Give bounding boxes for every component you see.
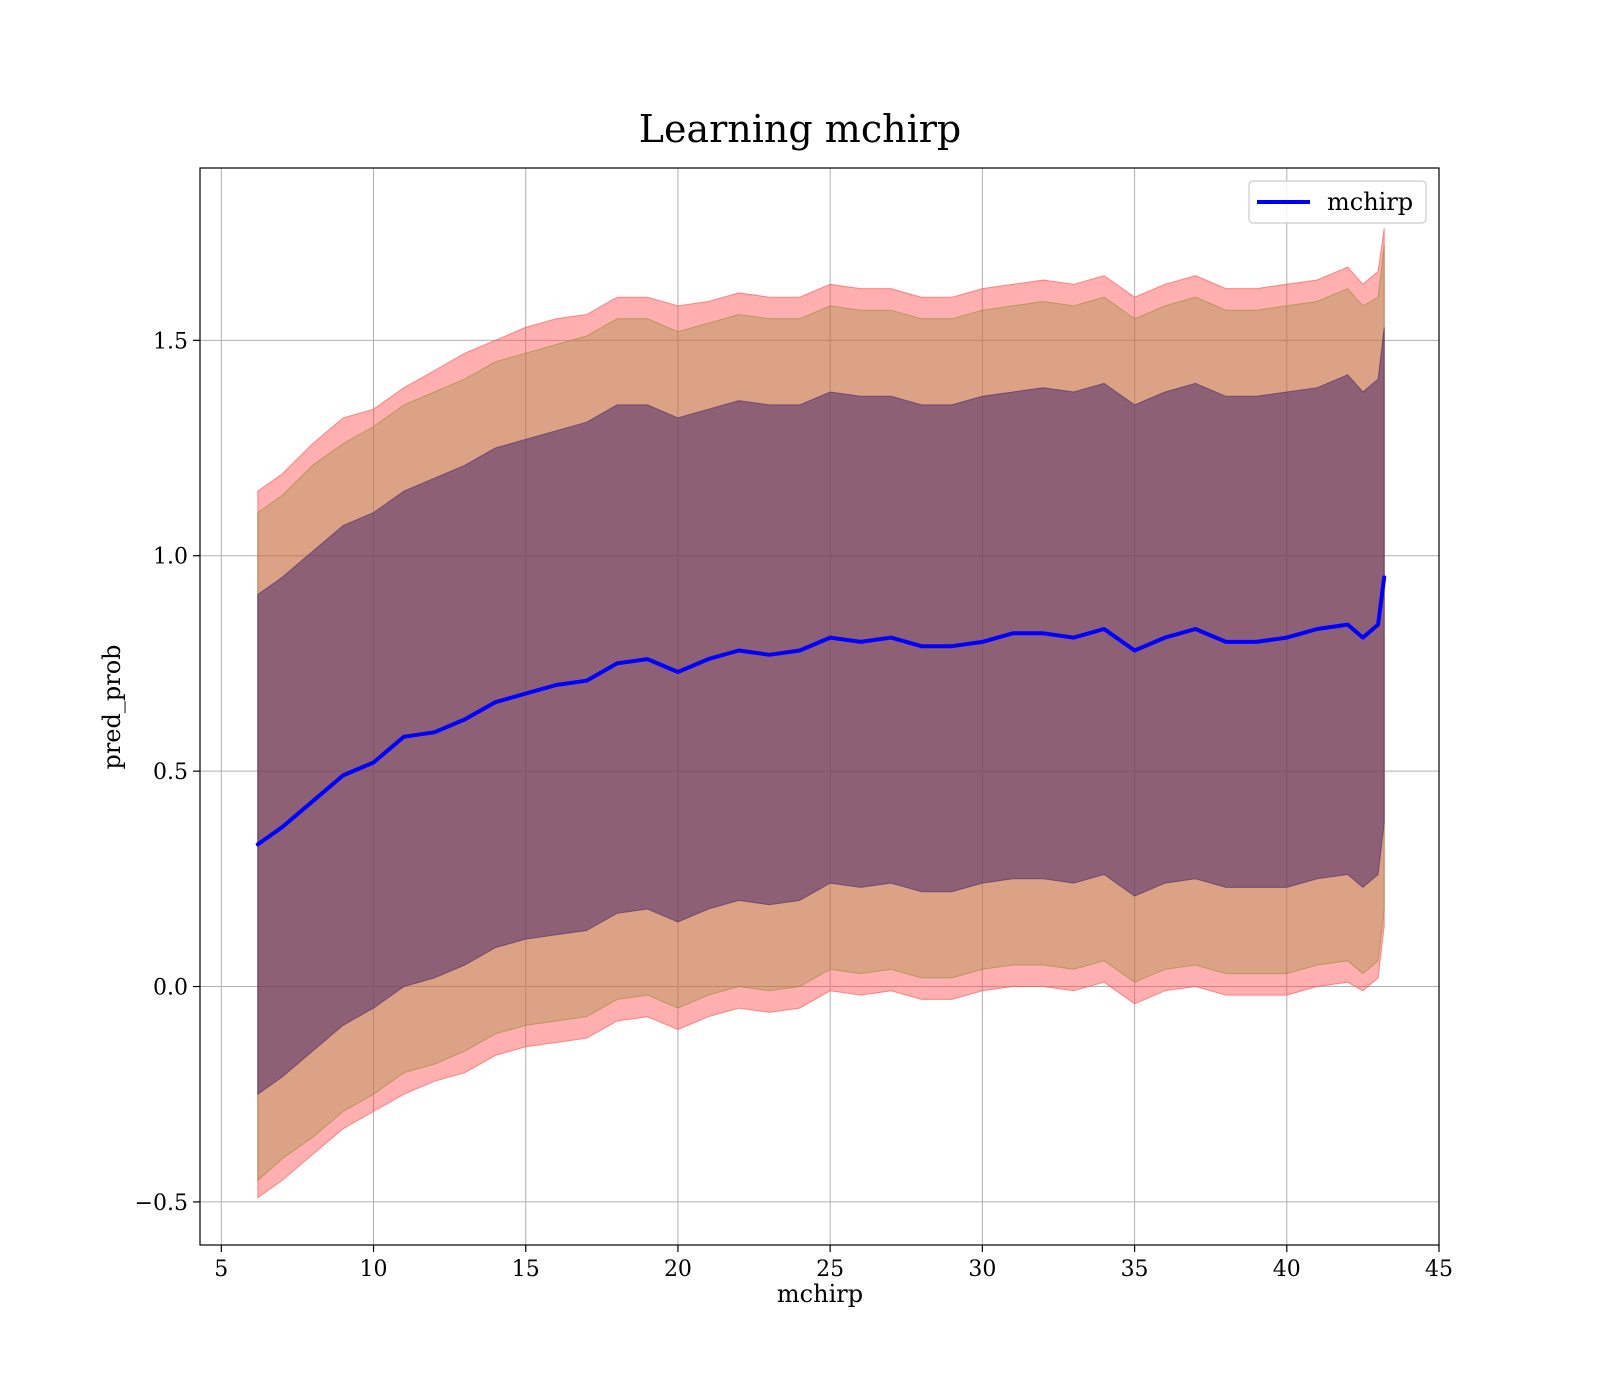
legend-box (1248, 180, 1427, 224)
y-axis-label: pred_prob (98, 644, 126, 769)
x-axis-label: mchirp (777, 1280, 863, 1308)
x-tick-label: 35 (1121, 1257, 1149, 1282)
y-tick-label: 1.5 (153, 329, 188, 354)
y-tick-label: 0.0 (153, 976, 188, 1001)
y-tick-label: 1.0 (153, 545, 188, 570)
y-axis-ticks: −0.5 0.0 0.5 1.0 1.5 (135, 329, 200, 1216)
y-tick-label: −0.5 (135, 1191, 188, 1216)
x-tick-label: 30 (968, 1257, 996, 1282)
series-lines (255, 575, 1387, 847)
x-axis-ticks: 5 10 15 20 25 30 35 40 45 (214, 1245, 1453, 1282)
x-tick-label: 5 (214, 1257, 228, 1282)
x-tick-label: 40 (1273, 1257, 1301, 1282)
x-tick-label: 20 (664, 1257, 692, 1282)
x-tick-label: 45 (1425, 1257, 1453, 1282)
legend: mchirp (1248, 180, 1427, 224)
chart-title: Learning mchirp (639, 107, 961, 151)
confidence-bands (257, 228, 1385, 1199)
series-line-0 (255, 575, 1387, 847)
band-2 (257, 327, 1385, 1096)
x-tick-label: 10 (360, 1257, 388, 1282)
plot-frame (199, 167, 1440, 1246)
x-tick-label: 15 (512, 1257, 540, 1282)
y-tick-label: 0.5 (153, 760, 188, 785)
legend-label-mchirp: mchirp (1327, 188, 1413, 216)
x-tick-label: 25 (816, 1257, 844, 1282)
